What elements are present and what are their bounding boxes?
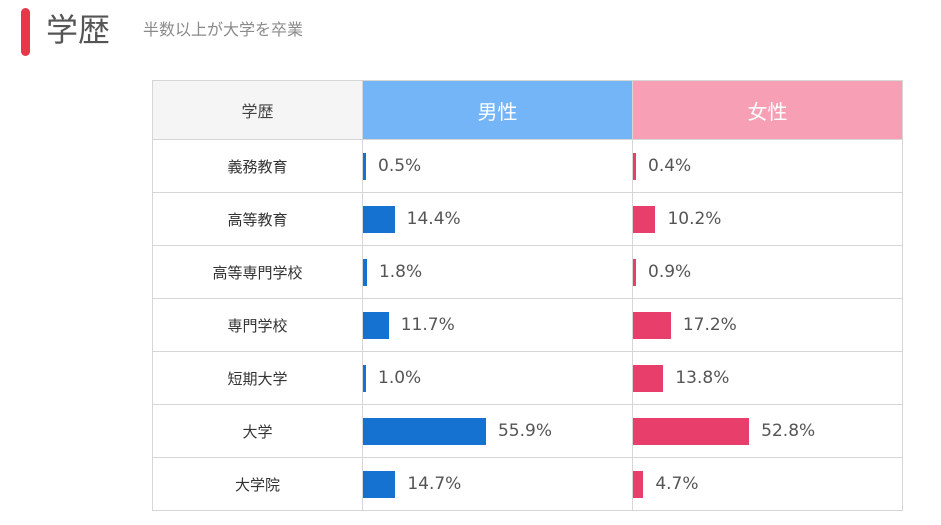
female-value-label: 0.9% [648,262,692,282]
female-value-cell: 0.4% [632,139,903,193]
table-header-row: 学歴 男性 女性 [152,80,903,140]
female-value-cell: 17.2% [632,298,903,352]
male-value-label: 1.0% [378,368,422,388]
section-subtitle: 半数以上が大学を卒業 [143,20,304,39]
female-value-label: 52.8% [761,421,816,441]
category-label: 高等教育 [152,192,363,246]
female-value-cell: 10.2% [632,192,903,246]
table-row: 高等専門学校 1.8% 0.9% [152,245,903,299]
female-value-label: 17.2% [682,315,737,335]
table-row: 短期大学 1.0% 13.8% [152,351,903,405]
female-value-cell: 52.8% [632,404,903,458]
female-bar [633,470,644,498]
table-row: 義務教育 0.5% 0.4% [152,139,903,193]
male-value-cell: 1.0% [362,351,633,405]
male-value-cell: 14.4% [362,192,633,246]
male-bar [363,258,367,286]
header-category: 学歴 [152,80,363,140]
male-bar [363,417,486,445]
male-value-label: 0.5% [378,156,422,176]
male-bar [363,311,389,339]
category-label: 短期大学 [152,351,363,405]
male-value-label: 14.4% [406,209,461,229]
table-row: 高等教育 14.4% 10.2% [152,192,903,246]
table-row: 大学 55.9% 52.8% [152,404,903,458]
table-row: 大学院 14.7% 4.7% [152,457,903,511]
category-label: 大学院 [152,457,363,511]
male-bar [363,152,366,180]
male-bar [363,364,366,392]
section-title: 学歴 [46,11,111,49]
female-value-cell: 13.8% [632,351,903,405]
category-label: 高等専門学校 [152,245,363,299]
male-value-label: 14.7% [407,474,462,494]
male-bar [363,205,395,233]
title-accent-bar [21,8,30,56]
category-label: 義務教育 [152,139,363,193]
header-female: 女性 [632,80,903,140]
table-body: 義務教育 0.5% 0.4% 高等教育 14.4% 10.2% 高等専門学校 1.8% 0.9%… [152,139,903,511]
male-value-cell: 55.9% [362,404,633,458]
category-label: 専門学校 [152,298,363,352]
male-value-cell: 0.5% [362,139,633,193]
male-value-cell: 14.7% [362,457,633,511]
male-value-cell: 1.8% [362,245,633,299]
female-bar [633,311,671,339]
female-bar [633,417,750,445]
female-bar [633,258,636,286]
female-value-cell: 0.9% [632,245,903,299]
female-value-cell: 4.7% [632,457,903,511]
female-bar [633,364,664,392]
male-value-label: 11.7% [400,315,455,335]
female-value-label: 13.8% [675,368,730,388]
category-label: 大学 [152,404,363,458]
female-value-label: 4.7% [655,474,699,494]
male-value-cell: 11.7% [362,298,633,352]
male-bar [363,470,396,498]
male-value-label: 1.8% [378,262,423,282]
table-row: 専門学校 11.7% 17.2% [152,298,903,352]
female-value-label: 0.4% [648,156,692,176]
female-bar [633,205,656,233]
male-value-label: 55.9% [497,421,552,441]
female-bar [633,152,636,180]
female-value-label: 10.2% [667,209,722,229]
header-male: 男性 [362,80,633,140]
education-table: 学歴 男性 女性 義務教育 0.5% 0.4% 高等教育 14.4% 10.2% 高等専門学… [152,80,903,511]
